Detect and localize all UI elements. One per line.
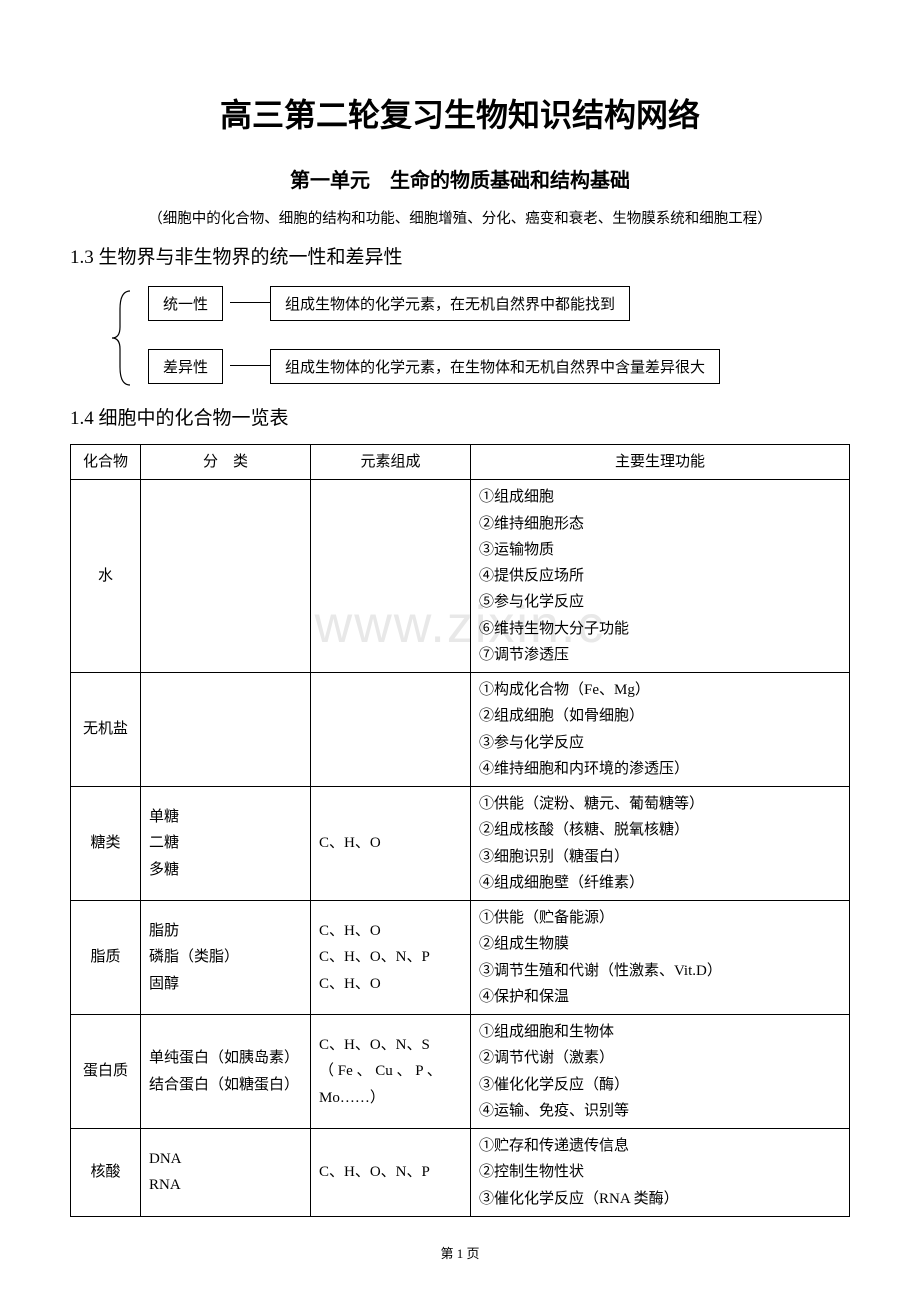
cell-compound: 脂质 [71,901,141,1015]
unit-title: 第一单元 生命的物质基础和结构基础 [70,164,850,193]
func-item: ③调节生殖和代谢（性激素、Vit.D） [479,958,841,984]
func-item: ①供能（贮备能源） [479,905,841,931]
table-header-row: 化合物 分 类 元素组成 主要生理功能 [71,445,850,480]
table-row: 核酸 DNA RNA C、H、O、N、P ①贮存和传递遗传信息 ②控制生物性状 … [71,1129,850,1217]
cell-elements: C、H、O、N、P [311,1129,471,1217]
connector-line [230,365,270,366]
cell-class: 单纯蛋白（如胰岛素） 结合蛋白（如糖蛋白） [141,1015,311,1129]
th-class: 分 类 [141,445,311,480]
class-item: 多糖 [149,857,302,883]
func-item: ③催化化学反应（RNA 类酶） [479,1186,841,1212]
cell-class [141,673,311,787]
func-item: ⑤参与化学反应 [479,589,841,615]
func-item: ②维持细胞形态 [479,511,841,537]
th-elements: 元素组成 [311,445,471,480]
func-item: ③参与化学反应 [479,730,841,756]
cell-compound: 蛋白质 [71,1015,141,1129]
table-row: 糖类 单糖 二糖 多糖 C、H、O ①供能（淀粉、糖元、葡萄糖等） ②组成核酸（… [71,787,850,901]
func-item: ③细胞识别（糖蛋白） [479,844,841,870]
cell-elements: C、H、O、N、S （ Fe 、 Cu 、 P 、Mo……） [311,1015,471,1129]
func-item: ③催化化学反应（酶） [479,1072,841,1098]
func-item: ②调节代谢（激素） [479,1045,841,1071]
cell-functions: ①组成细胞 ②维持细胞形态 ③运输物质 ④提供反应场所 ⑤参与化学反应 ⑥维持生… [471,480,850,673]
document-title: 高三第二轮复习生物知识结构网络 [70,90,850,136]
func-item: ④运输、免疫、识别等 [479,1098,841,1124]
cell-class: 单糖 二糖 多糖 [141,787,311,901]
th-function: 主要生理功能 [471,445,850,480]
func-item: ①组成细胞 [479,484,841,510]
brace-box-diff: 差异性 [148,349,223,384]
brace-box-unity-desc: 组成生物体的化学元素，在无机自然界中都能找到 [270,286,630,321]
func-item: ①贮存和传递遗传信息 [479,1133,841,1159]
cell-class: 脂肪 磷脂（类脂） 固醇 [141,901,311,1015]
cell-functions: ①供能（贮备能源） ②组成生物膜 ③调节生殖和代谢（性激素、Vit.D） ④保护… [471,901,850,1015]
brace-box-diff-desc: 组成生物体的化学元素，在生物体和无机自然界中含量差异很大 [270,349,720,384]
connector-line [230,302,270,303]
brace-diagram: 统一性 组成生物体的化学元素，在无机自然界中都能找到 差异性 组成生物体的化学元… [100,283,850,393]
func-item: ⑦调节渗透压 [479,642,841,668]
class-item: 单纯蛋白（如胰岛素） [149,1045,302,1071]
brace-icon [108,289,136,387]
elem-item: C、H、O [319,971,462,997]
elem-item: （ Fe 、 Cu 、 P 、Mo……） [319,1058,462,1111]
func-item: ②控制生物性状 [479,1159,841,1185]
func-item: ④提供反应场所 [479,563,841,589]
table-row: 无机盐 ①构成化合物（Fe、Mg） ②组成细胞（如骨细胞） ③参与化学反应 ④维… [71,673,850,787]
func-item: ④组成细胞壁（纤维素） [479,870,841,896]
elem-item: C、H、O、N、S [319,1032,462,1058]
class-item: 固醇 [149,971,302,997]
func-item: ②组成核酸（核糖、脱氧核糖） [479,817,841,843]
cell-elements [311,480,471,673]
class-item: 结合蛋白（如糖蛋白） [149,1072,302,1098]
table-row: 水 ①组成细胞 ②维持细胞形态 ③运输物质 ④提供反应场所 ⑤参与化学反应 ⑥维… [71,480,850,673]
cell-compound: 无机盐 [71,673,141,787]
cell-class: DNA RNA [141,1129,311,1217]
func-item: ④保护和保温 [479,984,841,1010]
compound-table: 化合物 分 类 元素组成 主要生理功能 水 ①组成细胞 ②维持细胞形态 [70,444,850,1217]
elem-item: C、H、O [319,918,462,944]
func-item: ①组成细胞和生物体 [479,1019,841,1045]
class-item: 脂肪 [149,918,302,944]
func-item: ④维持细胞和内环境的渗透压） [479,756,841,782]
class-item: 磷脂（类脂） [149,944,302,970]
class-item: 二糖 [149,830,302,856]
cell-functions: ①构成化合物（Fe、Mg） ②组成细胞（如骨细胞） ③参与化学反应 ④维持细胞和… [471,673,850,787]
section-heading-1-4: 1.4 细胞中的化合物一览表 [70,403,850,430]
cell-elements: C、H、O [311,787,471,901]
func-item: ①供能（淀粉、糖元、葡萄糖等） [479,791,841,817]
class-item: 单糖 [149,804,302,830]
cell-compound: 糖类 [71,787,141,901]
cell-class [141,480,311,673]
func-item: ②组成细胞（如骨细胞） [479,703,841,729]
table-row: 脂质 脂肪 磷脂（类脂） 固醇 C、H、O C、H、O、N、P C、H、O [71,901,850,1015]
cell-compound: 水 [71,480,141,673]
cell-functions: ①组成细胞和生物体 ②调节代谢（激素） ③催化化学反应（酶） ④运输、免疫、识别… [471,1015,850,1129]
func-item: ③运输物质 [479,537,841,563]
brace-box-unity: 统一性 [148,286,223,321]
cell-elements [311,673,471,787]
unit-subtitle: （细胞中的化合物、细胞的结构和功能、细胞增殖、分化、癌变和衰老、生物膜系统和细胞… [70,207,850,228]
elem-item: C、H、O、N、P [319,944,462,970]
func-item: ①构成化合物（Fe、Mg） [479,677,841,703]
section-heading-1-3: 1.3 生物界与非生物界的统一性和差异性 [70,242,850,269]
class-item: RNA [149,1172,302,1198]
func-item: ②组成生物膜 [479,931,841,957]
cell-functions: ①贮存和传递遗传信息 ②控制生物性状 ③催化化学反应（RNA 类酶） [471,1129,850,1217]
cell-elements: C、H、O C、H、O、N、P C、H、O [311,901,471,1015]
table-row: 蛋白质 单纯蛋白（如胰岛素） 结合蛋白（如糖蛋白） C、H、O、N、S （ Fe… [71,1015,850,1129]
cell-functions: ①供能（淀粉、糖元、葡萄糖等） ②组成核酸（核糖、脱氧核糖） ③细胞识别（糖蛋白… [471,787,850,901]
class-item: DNA [149,1146,302,1172]
th-compound: 化合物 [71,445,141,480]
cell-compound: 核酸 [71,1129,141,1217]
page-number: 第 1 页 [0,1243,920,1262]
func-item: ⑥维持生物大分子功能 [479,616,841,642]
